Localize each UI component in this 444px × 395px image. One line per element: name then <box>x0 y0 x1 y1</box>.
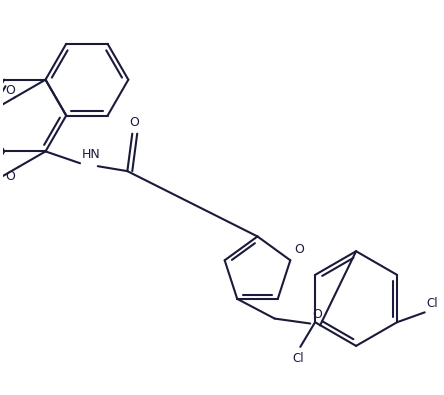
Text: O: O <box>5 170 15 183</box>
Text: O: O <box>312 308 322 321</box>
Text: Cl: Cl <box>293 352 304 365</box>
Text: O: O <box>6 84 16 97</box>
Text: Cl: Cl <box>427 297 438 310</box>
Text: HN: HN <box>82 148 101 161</box>
Text: O: O <box>294 243 304 256</box>
Text: O: O <box>129 116 139 129</box>
